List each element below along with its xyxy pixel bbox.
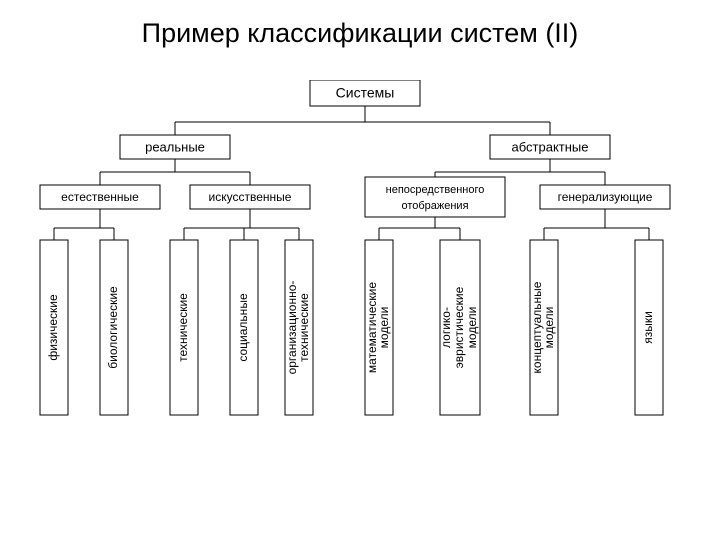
leaf-label-bio: биологические xyxy=(106,286,120,369)
leaf-label-org-l1: технические xyxy=(297,293,311,362)
leaf-label-tech: технические xyxy=(176,293,190,362)
classification-diagram: Системы реальные абстрактные естественные ис… xyxy=(30,80,690,440)
node-label-root: Системы xyxy=(336,85,395,101)
node-label-disp-line1: непосредственного xyxy=(386,184,485,196)
leaf-label-lang: языки xyxy=(641,311,655,344)
leaf-label-log-l0: логико- xyxy=(439,307,453,348)
slide: Пример классификации систем (II) Системы… xyxy=(0,0,720,540)
leaf-label-soc: социальные xyxy=(236,293,250,362)
node-label-abst: абстрактные xyxy=(512,139,589,154)
node-label-disp-line2: отображения xyxy=(401,200,468,212)
node-label-nat: естественные xyxy=(61,190,139,204)
leaf-label-math-l1: модели xyxy=(377,307,391,349)
leaf-label-log-l2: модели xyxy=(465,307,479,349)
leaf-label-phys: физические xyxy=(46,294,60,361)
leaf-label-log-l1: эвристические xyxy=(452,286,466,368)
page-title: Пример классификации систем (II) xyxy=(0,18,720,49)
leaf-label-conc-l1: модели xyxy=(542,307,556,349)
node-label-real: реальные xyxy=(145,139,205,154)
node-label-art: искусственные xyxy=(209,190,292,204)
node-label-gen: генерализующие xyxy=(558,190,653,204)
